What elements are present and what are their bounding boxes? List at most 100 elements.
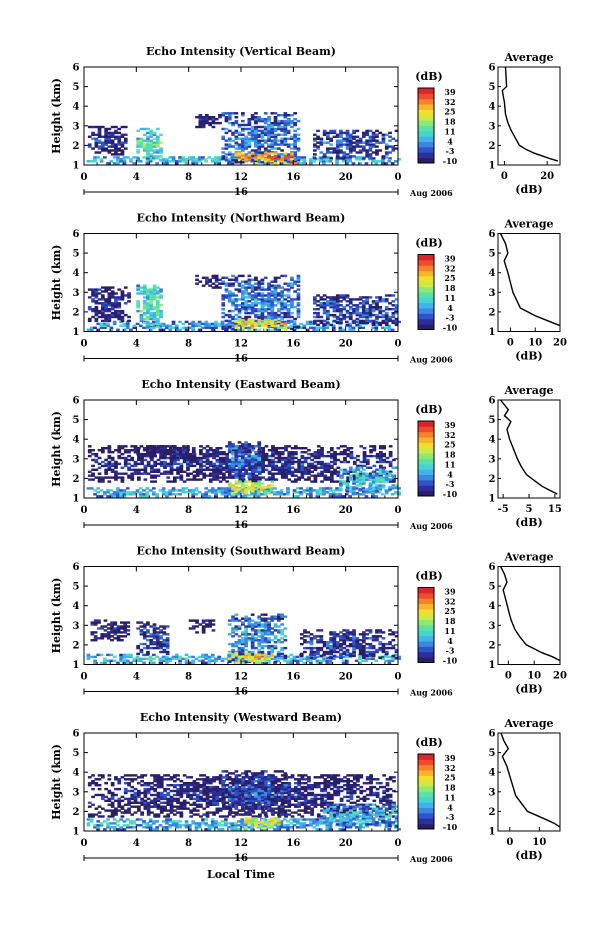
heatmap-cell — [250, 644, 255, 648]
heatmap-cell — [283, 162, 288, 165]
heatmap-cell — [146, 451, 150, 454]
heatmap-cell — [345, 650, 350, 654]
heatmap-cell — [254, 637, 258, 640]
heatmap-cell — [362, 452, 367, 456]
heatmap-cell — [247, 131, 252, 135]
heatmap-cell — [241, 324, 245, 327]
heatmap-cell — [329, 298, 333, 301]
heatmap-cell — [97, 141, 102, 144]
heatmap-cell — [394, 160, 398, 163]
heatmap-cell — [277, 326, 281, 329]
heatmap-cell — [137, 476, 141, 479]
heatmap-cell — [277, 292, 281, 295]
heatmap-cell — [299, 654, 304, 658]
heatmap-cell — [279, 162, 284, 165]
heatmap-cell — [273, 318, 278, 322]
heatmap-cell — [122, 489, 127, 492]
heatmap-cell — [227, 137, 232, 140]
heatmap-cell — [348, 317, 353, 321]
heatmap-cell — [267, 652, 271, 656]
heatmap-cell — [159, 133, 163, 136]
heatmap-cell — [336, 466, 341, 469]
heatmap-cell — [271, 458, 275, 462]
heatmap-cell — [227, 296, 232, 299]
heatmap-cell — [257, 659, 262, 662]
heatmap-cell — [358, 313, 363, 317]
heatmap-cell — [120, 133, 125, 136]
heatmap-cell — [191, 447, 196, 450]
heatmap-cell — [260, 657, 265, 660]
heatmap-cell — [103, 156, 107, 159]
heatmap-cell — [114, 292, 118, 295]
heatmap-cell — [191, 489, 195, 492]
heatmap-cell — [316, 311, 320, 315]
heatmap-cell — [152, 155, 157, 158]
heatmap-cell — [109, 160, 114, 163]
heatmap-cell — [136, 143, 140, 146]
heatmap-cell — [241, 308, 245, 311]
heatmap-cell — [280, 304, 284, 307]
heatmap-cell — [277, 629, 281, 632]
heatmap-cell — [130, 445, 135, 448]
heatmap-cell — [254, 296, 258, 299]
heatmap-cell — [342, 470, 347, 473]
heatmap-cell — [330, 447, 334, 450]
heatmap-cell — [178, 451, 183, 454]
heatmap-cell — [377, 160, 382, 163]
heatmap-cell — [260, 286, 265, 289]
heatmap-cell — [306, 646, 311, 650]
heatmap-cell — [231, 133, 235, 136]
heatmap-cell — [146, 325, 150, 328]
heatmap-cell — [333, 468, 337, 471]
heatmap-cell — [254, 659, 258, 662]
heatmap-cell — [159, 637, 163, 640]
heatmap-cell — [267, 139, 271, 142]
heatmap-cell — [261, 452, 265, 456]
heatmap-cell — [114, 306, 118, 309]
heatmap-cell — [277, 656, 281, 660]
heatmap-cell — [220, 491, 225, 494]
heatmap-cell — [333, 454, 337, 458]
heatmap-cell — [241, 456, 245, 460]
heatmap-cell — [316, 147, 320, 150]
colorbar-tick-label: -10 — [443, 323, 458, 333]
heatmap-cell — [280, 631, 284, 634]
heatmap-cell — [234, 143, 239, 146]
heatmap-cell — [218, 472, 223, 475]
heatmap-cell — [227, 654, 232, 658]
heatmap-cell — [201, 119, 206, 123]
heatmap-cell — [148, 655, 153, 659]
heatmap-cell — [120, 319, 125, 323]
heatmap-cell — [345, 137, 350, 140]
heatmap-cell — [273, 286, 278, 289]
heatmap-cell — [390, 657, 395, 660]
heatmap-cell — [207, 322, 212, 326]
heatmap-cell — [235, 468, 239, 471]
heatmap-cell — [162, 625, 167, 628]
heatmap-cell — [342, 650, 347, 654]
heatmap-cell — [148, 328, 153, 331]
heatmap-cell — [97, 466, 102, 469]
heatmap-cell — [178, 320, 182, 324]
heatmap-cell — [217, 491, 222, 494]
heatmap-cell — [287, 458, 292, 462]
heatmap-cell — [287, 456, 292, 460]
heatmap-cell — [159, 304, 163, 307]
heatmap-cell — [381, 493, 385, 496]
heatmap-cell — [91, 468, 95, 471]
heatmap-cell — [101, 315, 105, 319]
heatmap-cell — [221, 155, 226, 158]
heatmap-cell — [218, 447, 223, 450]
heatmap-cell — [378, 476, 383, 479]
heatmap-cell — [201, 495, 205, 498]
heatmap-cell — [343, 449, 347, 452]
heatmap-cell — [273, 313, 278, 317]
heatmap-cell — [270, 147, 275, 150]
heatmap-cell — [221, 157, 226, 160]
heatmap-cell — [169, 445, 174, 448]
colorbar-swatch — [418, 120, 434, 126]
colorbar-swatch — [418, 453, 434, 459]
heatmap-cell — [123, 294, 128, 297]
heatmap-cell — [101, 447, 105, 450]
heatmap-cell — [244, 308, 248, 311]
